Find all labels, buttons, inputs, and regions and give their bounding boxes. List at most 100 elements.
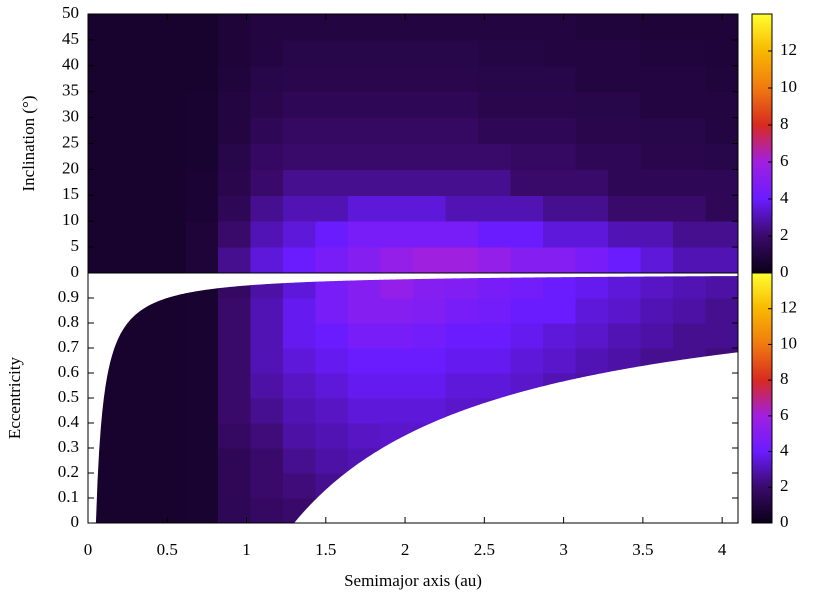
- heat-cell: [413, 143, 446, 170]
- heat-cell: [575, 143, 609, 170]
- heat-cell: [315, 221, 349, 248]
- heat-cell: [413, 221, 446, 248]
- heat-cell: [250, 221, 284, 248]
- heat-cell: [478, 39, 511, 67]
- heat-cell: [478, 195, 511, 222]
- colorbar-tick-label: 0: [780, 512, 789, 531]
- heat-cell: [315, 423, 349, 449]
- heat-cell: [88, 143, 121, 170]
- heat-cell: [575, 65, 609, 93]
- heat-cell: [413, 195, 446, 222]
- heat-cell: [283, 117, 316, 144]
- heat-cell: [218, 169, 251, 196]
- heat-cell: [218, 14, 251, 41]
- heat-cell: [283, 298, 316, 324]
- heat-cell: [673, 143, 706, 170]
- heat-cell: [543, 39, 576, 67]
- heat-cell: [120, 221, 154, 248]
- colorbar-tick-label: 10: [780, 77, 797, 96]
- heat-cell: [120, 298, 154, 324]
- heat-cell: [608, 169, 641, 196]
- heat-cell: [478, 398, 511, 424]
- heat-cell: [445, 221, 479, 248]
- heat-cell: [608, 117, 641, 144]
- heat-cell: [608, 221, 641, 248]
- y-tick-label: 0.5: [58, 387, 79, 406]
- heat-cell: [120, 143, 154, 170]
- heat-cell: [380, 91, 414, 119]
- heat-cell: [673, 298, 706, 324]
- heat-cell: [640, 221, 674, 248]
- heat-cell: [185, 247, 219, 273]
- heat-cell: [218, 423, 251, 449]
- heat-cell: [608, 298, 641, 324]
- heat-cell: [510, 39, 544, 67]
- heat-cell: [250, 298, 284, 324]
- heat-cell: [640, 14, 674, 41]
- heat-cell: [380, 39, 414, 67]
- heat-cell: [283, 323, 316, 349]
- heat-cell: [445, 398, 479, 424]
- y-tick-label: 10: [62, 210, 79, 229]
- heat-cell: [413, 298, 446, 324]
- heat-cell: [445, 169, 479, 196]
- heat-cell: [575, 247, 609, 273]
- heat-cell: [88, 65, 121, 93]
- heat-cell: [608, 323, 641, 349]
- heat-cell: [153, 169, 186, 196]
- colorbar-tick-label: 0: [780, 262, 789, 281]
- heat-cell: [283, 473, 316, 499]
- heat-cell: [413, 247, 446, 273]
- heat-cell: [543, 276, 576, 299]
- heat-cell: [608, 39, 641, 67]
- heat-cell: [95, 348, 121, 374]
- heat-cell: [315, 247, 349, 273]
- heat-cell: [95, 423, 121, 449]
- y-tick-label: 40: [62, 55, 79, 74]
- heat-cell: [348, 91, 381, 119]
- colorbar-tick-label: 12: [780, 40, 797, 59]
- heat-cell: [705, 298, 739, 324]
- heat-cell: [250, 14, 284, 41]
- heat-cell: [88, 195, 121, 222]
- heat-cell: [575, 195, 609, 222]
- heat-cell: [218, 448, 251, 474]
- heat-cell: [120, 91, 154, 119]
- y-tick-label: 0.2: [58, 462, 79, 481]
- heat-cell: [510, 117, 544, 144]
- heat-cell: [218, 323, 251, 349]
- heat-cell: [413, 423, 446, 449]
- heat-cell: [315, 276, 349, 299]
- heat-cell: [673, 39, 706, 67]
- heat-cell: [348, 448, 381, 474]
- heat-cell: [380, 65, 414, 93]
- heat-cell: [478, 323, 511, 349]
- heat-cell: [413, 373, 446, 399]
- heat-cell: [88, 247, 121, 273]
- heat-cell: [445, 117, 479, 144]
- heat-cell: [153, 448, 186, 474]
- heat-cell: [120, 39, 154, 67]
- heat-cell: [640, 276, 674, 299]
- heat-cell: [218, 498, 251, 523]
- heat-cell: [705, 65, 738, 93]
- heat-cell: [283, 448, 316, 474]
- heat-cell: [413, 398, 446, 424]
- colorbar: [751, 272, 773, 524]
- heat-cell: [218, 117, 251, 144]
- heat-cell: [640, 91, 674, 119]
- y-tick-label: 0.6: [58, 362, 79, 381]
- heat-cell: [510, 65, 544, 93]
- heat-cell: [315, 195, 349, 222]
- colorbar-tick-label: 4: [780, 440, 789, 459]
- heat-cell: [673, 195, 706, 222]
- heat-cell: [510, 247, 544, 273]
- y-tick-label: 15: [62, 184, 79, 203]
- heat-cell: [380, 348, 414, 374]
- heat-cell: [218, 65, 251, 93]
- heat-cell: [185, 298, 219, 324]
- heat-cell: [153, 65, 186, 93]
- heat-cell: [250, 498, 284, 523]
- heat-cell: [543, 65, 576, 93]
- heat-cell: [250, 323, 284, 349]
